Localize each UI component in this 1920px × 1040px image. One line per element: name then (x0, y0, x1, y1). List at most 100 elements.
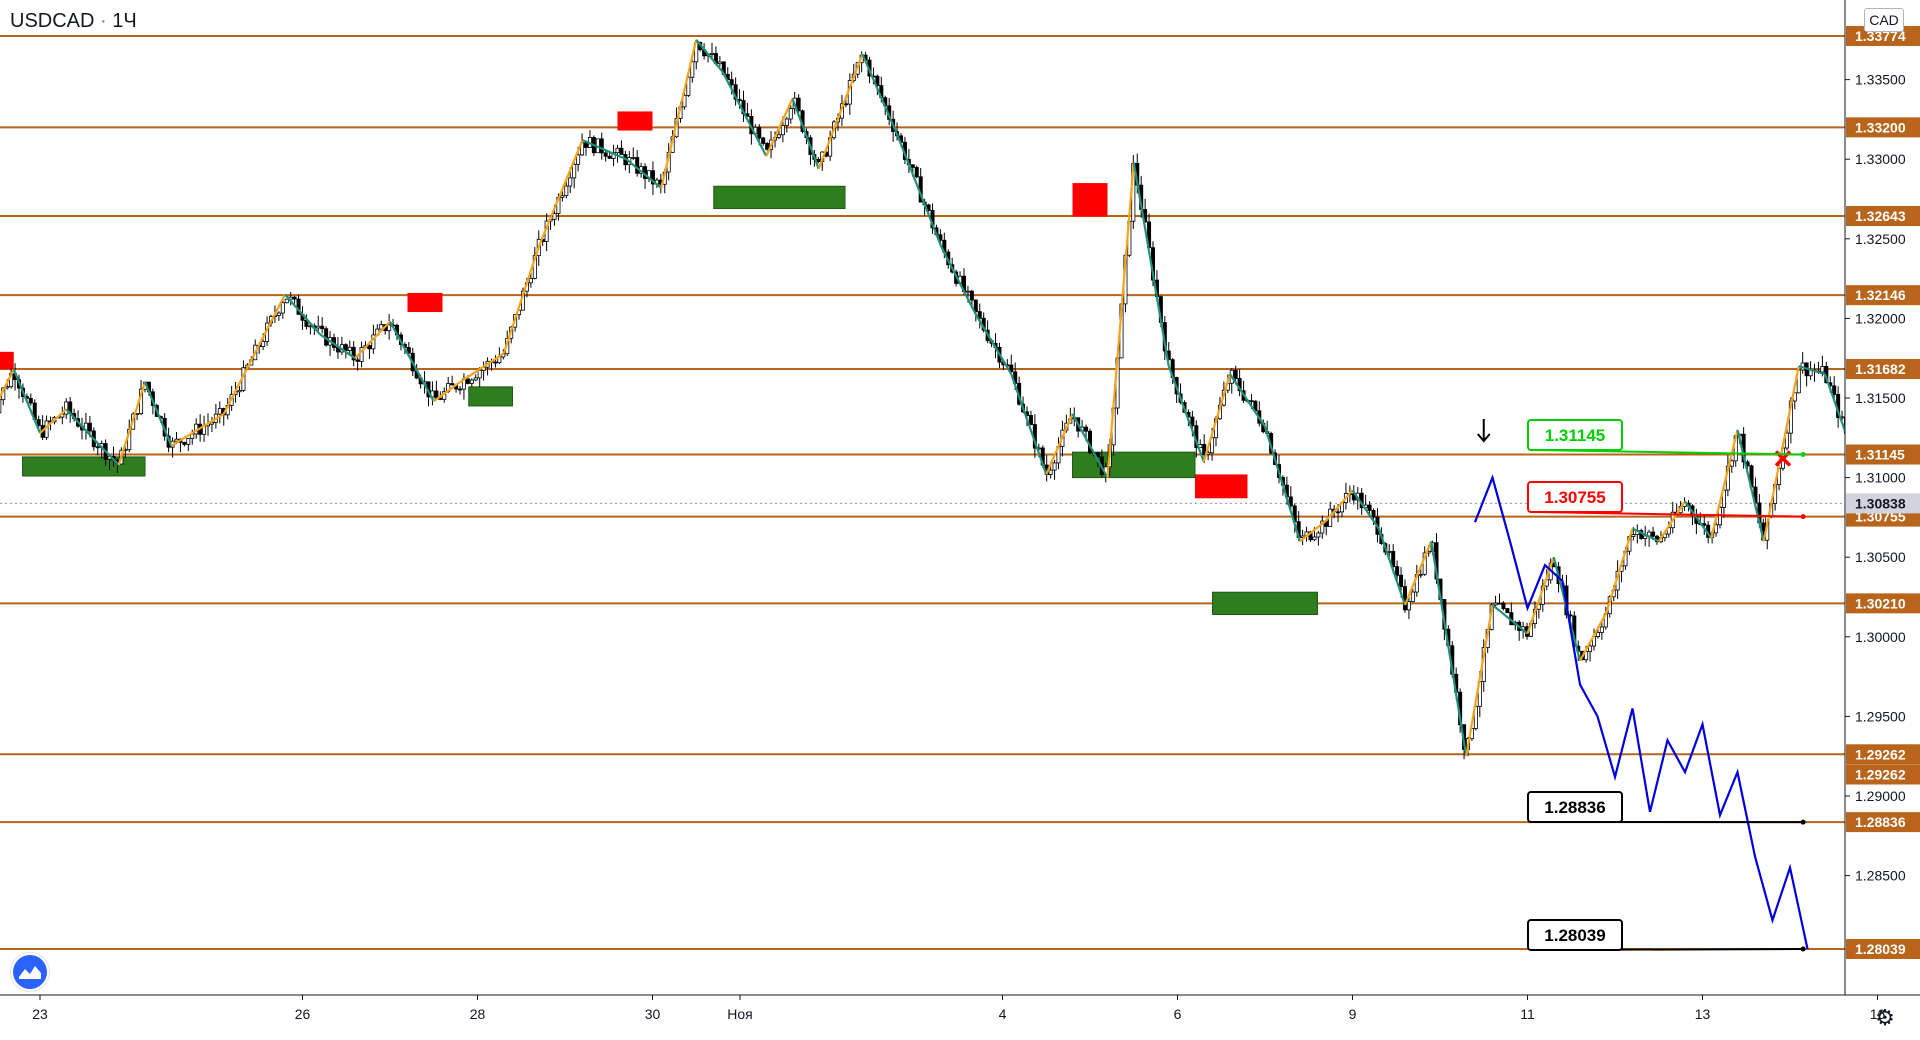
candle-body-152 (584, 142, 589, 148)
candle-body-357 (1391, 550, 1396, 568)
candle-body-339 (1320, 520, 1325, 534)
time-tick-label-6: 6 (1174, 1006, 1182, 1022)
price-note-box-2 (1527, 791, 1623, 823)
symbol-title[interactable]: USDCAD · 1Ч (10, 10, 137, 33)
zigzag-segment-20 (695, 39, 724, 73)
candle-body-26 (87, 422, 92, 432)
time-axis[interactable]: 23262830Ноя46911131618 (0, 994, 1920, 1040)
zigzag-segment-32 (1106, 162, 1135, 478)
candle-body-85 (320, 325, 325, 330)
candle-body-179 (690, 61, 695, 78)
price-tick-label-5: 1.31000 (1855, 470, 1906, 486)
price-note-box-1 (1527, 481, 1623, 513)
candle-body-158 (607, 155, 612, 159)
candle-body-198 (765, 143, 770, 150)
candle-body-84 (316, 325, 321, 329)
candle-body-409 (1595, 632, 1600, 637)
time-tick-label-0: 23 (32, 1006, 48, 1022)
price-tick-label-10: 1.28500 (1855, 868, 1906, 884)
level-tag-8-text: 1.29262 (1855, 746, 1906, 762)
level-tag-8-bg (1846, 744, 1920, 765)
candle-body-317 (1233, 369, 1238, 379)
candle-body-78 (292, 296, 297, 300)
price-note-label-0: 1.31145 (1545, 426, 1606, 445)
zigzag-segment-27 (940, 246, 978, 316)
candle-body-93 (351, 346, 356, 361)
candle-body-279 (1084, 426, 1089, 432)
zigzag-segment-13 (433, 381, 461, 403)
candle-body-75 (280, 302, 285, 314)
candle-body-270 (1048, 469, 1053, 475)
candle-body-74 (276, 312, 281, 316)
candle-body-265 (1028, 415, 1033, 425)
currency-badge[interactable]: CAD (1864, 8, 1904, 32)
zigzag-segment-25 (861, 53, 899, 136)
candle-body-125 (477, 370, 482, 379)
candle-body-138 (528, 278, 533, 284)
last-price-tag-text: 1.30838 (1855, 495, 1906, 511)
time-tick-label-3: 30 (645, 1006, 661, 1022)
zigzag-segment-53 (1710, 429, 1739, 539)
candle-body-359 (1399, 574, 1404, 587)
support-zone-0 (22, 456, 146, 477)
gear-icon[interactable]: ⚙ (1875, 1006, 1895, 1031)
support-zone-4 (1212, 591, 1318, 616)
candle-body-149 (572, 163, 577, 179)
zigzag-segment-6 (143, 381, 173, 447)
candle-body-251 (973, 299, 978, 312)
zigzag-segment-26 (896, 134, 943, 248)
extra-level-tag-0-text: 1.29262 (1855, 767, 1906, 783)
candle-body-249 (965, 290, 970, 293)
candle-body-202 (780, 125, 785, 136)
zigzag-segment-41 (1377, 528, 1407, 606)
zigzag-segment-4 (91, 437, 120, 466)
candle-body-144 (552, 213, 557, 220)
price-note-2: 1.28836 (1527, 791, 1806, 825)
candle-body-94 (355, 359, 360, 362)
candle-body-386 (1505, 608, 1510, 614)
zigzag-segment-11 (354, 320, 391, 359)
candle-body-129 (493, 361, 498, 364)
tradingview-logo-icon[interactable] (10, 952, 50, 992)
candle-body-360 (1403, 586, 1408, 611)
candle-body-165 (635, 157, 640, 174)
level-tag-5-bg (1846, 444, 1920, 465)
zigzag-segment-54 (1736, 429, 1765, 542)
candle-body-206 (796, 97, 801, 112)
resistance-zone-0 (0, 351, 14, 370)
candle-body-120 (457, 388, 462, 391)
zones (0, 111, 1318, 616)
level-tag-9-bg (1846, 812, 1920, 833)
price-axis[interactable]: 1.33500 1.33000 1.32500 1.32000 1.31500 1.310… (1844, 0, 1920, 995)
zigzag-segment-0 (0, 368, 15, 400)
zigzag-segment-8 (222, 294, 286, 415)
candle-body-362 (1410, 591, 1415, 603)
price-note-label-1: 1.30755 (1544, 488, 1605, 507)
candle-body-338 (1316, 532, 1321, 538)
price-tick-label-4: 1.31500 (1855, 390, 1906, 406)
price-tick-label-0: 1.33500 (1855, 72, 1906, 88)
candle-body-156 (599, 138, 604, 154)
zigzag-segment-18 (625, 158, 662, 189)
candle-body-124 (473, 377, 478, 381)
zigzag-segment-48 (1579, 612, 1608, 662)
level-tag-1-text: 1.33200 (1855, 119, 1906, 135)
candle-body-421 (1643, 535, 1648, 539)
zigzag-segment-35 (1202, 373, 1232, 462)
zigzag-segment-40 (1351, 489, 1380, 530)
candle-body-457 (1784, 432, 1789, 449)
zigzag-segment-19 (660, 39, 698, 189)
interval-label: 1Ч (112, 10, 137, 32)
zigzag-segment-52 (1684, 500, 1713, 539)
price-note-label-2: 1.28836 (1544, 798, 1605, 817)
candle-body-118 (450, 383, 455, 386)
candle-body-107 (406, 347, 411, 354)
candle-body-114 (434, 390, 439, 399)
last-price-tag-bg (1846, 493, 1920, 514)
candle-body-235 (910, 164, 915, 168)
candle-body-76 (284, 298, 289, 304)
candle-body-28 (95, 446, 100, 449)
projection-path (1473, 474, 1809, 950)
zigzag-segment-43 (1430, 541, 1468, 757)
